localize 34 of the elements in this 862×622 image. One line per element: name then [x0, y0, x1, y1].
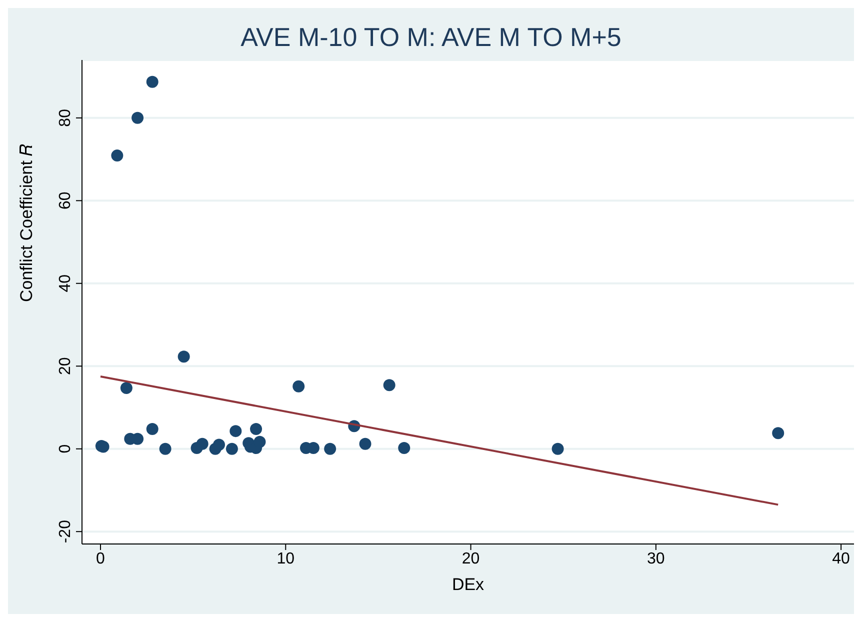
- point: [254, 436, 266, 448]
- point: [324, 442, 336, 455]
- x-axis-title: DEx: [452, 575, 485, 594]
- point: [398, 442, 410, 454]
- y-tick-label: 20: [57, 357, 74, 376]
- y-tick-label: -20: [57, 520, 74, 544]
- point: [132, 112, 144, 124]
- x-tick-label: 30: [647, 550, 665, 568]
- point: [146, 423, 158, 435]
- y-tick-label: 60: [57, 192, 74, 210]
- chart-title: AVE M-10 TO M: AVE M TO M+5: [240, 22, 622, 53]
- point: [552, 442, 564, 455]
- point: [178, 350, 190, 363]
- point: [772, 427, 784, 440]
- x-tick-label: 0: [96, 550, 106, 568]
- y-tick-label: 40: [57, 274, 74, 292]
- x-tick-label: 20: [462, 550, 480, 568]
- point: [146, 76, 158, 88]
- point: [196, 438, 208, 450]
- y-tick-label: 0: [57, 444, 74, 454]
- point: [226, 442, 238, 455]
- point: [250, 423, 262, 435]
- point: [383, 379, 396, 392]
- point: [120, 382, 132, 394]
- x-tick-label: 40: [832, 550, 850, 568]
- point: [111, 150, 124, 162]
- y-axis-title: Conflict Coefficient 𝑅: [17, 144, 36, 302]
- point: [159, 442, 172, 455]
- x-tick-label: 10: [276, 550, 295, 568]
- point: [230, 425, 242, 438]
- point: [292, 380, 305, 392]
- y-tick-label: 80: [57, 108, 74, 127]
- point: [359, 438, 372, 450]
- point: [213, 438, 225, 451]
